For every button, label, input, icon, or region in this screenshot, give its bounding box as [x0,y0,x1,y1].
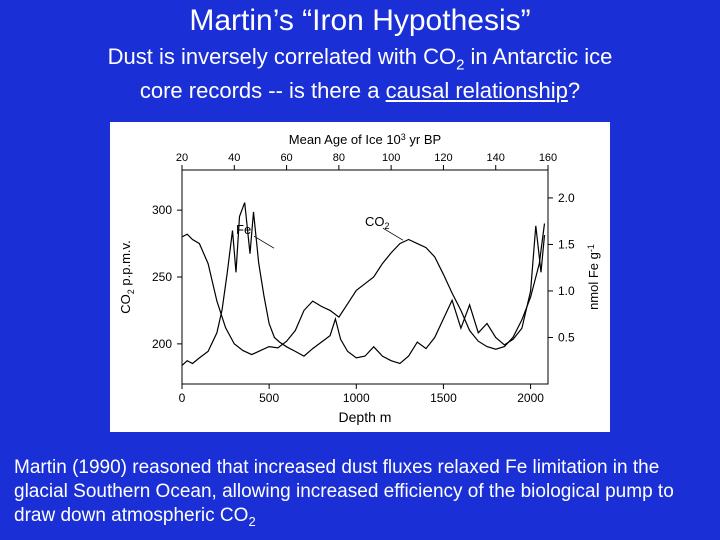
caption-sub: 2 [248,514,255,529]
svg-text:20: 20 [176,152,188,164]
chart-container: 0 500 1000 1500 2000 Depth m 20 40 60 80 100 120 140… [110,122,610,432]
svg-text:1500: 1500 [430,391,457,405]
chart-svg: 0 500 1000 1500 2000 Depth m 20 40 60 80 100 120 140… [110,122,610,432]
svg-text:Depth m: Depth m [339,409,392,425]
svg-text:300: 300 [152,203,172,217]
svg-text:60: 60 [280,152,292,164]
slide-caption: Martin (1990) reasoned that increased du… [14,456,706,530]
svg-text:100: 100 [382,152,400,164]
svg-text:Fe: Fe [236,222,251,237]
subtitle-l1-pre: Dust is inversely correlated with CO [108,44,456,69]
svg-text:1.0: 1.0 [558,284,575,298]
svg-text:140: 140 [487,152,505,164]
svg-text:120: 120 [434,152,452,164]
svg-text:1000: 1000 [343,391,370,405]
svg-text:CO2: CO2 [365,214,390,231]
svg-text:nmol Fe g-1: nmol Fe g-1 [586,244,601,310]
svg-text:500: 500 [259,391,279,405]
svg-text:Mean Age of Ice 103 yr BP: Mean Age of Ice 103 yr BP [289,132,441,147]
svg-text:40: 40 [228,152,240,164]
slide-title: Martin’s “Iron Hypothesis” [0,0,720,38]
subtitle-l1-post: in Antarctic ice [464,44,612,69]
slide: Martin’s “Iron Hypothesis” Dust is inver… [0,0,720,540]
svg-text:0: 0 [179,391,186,405]
subtitle-l2-post: ? [568,78,580,103]
caption-pre: Martin (1990) reasoned that increased du… [14,457,674,526]
subtitle-l2-pre: core records -- is there a [140,78,386,103]
slide-subtitle: Dust is inversely correlated with CO2 in… [0,42,720,105]
svg-text:2.0: 2.0 [558,191,575,205]
svg-text:CO2 p.p.m.v.: CO2 p.p.m.v. [118,240,136,313]
svg-text:200: 200 [152,337,172,351]
svg-text:80: 80 [333,152,345,164]
svg-text:2000: 2000 [517,391,544,405]
svg-text:0.5: 0.5 [558,330,575,344]
svg-text:1.5: 1.5 [558,237,575,251]
subtitle-l2-underline: causal relationship [386,78,568,103]
svg-text:250: 250 [152,270,172,284]
svg-text:160: 160 [539,152,557,164]
